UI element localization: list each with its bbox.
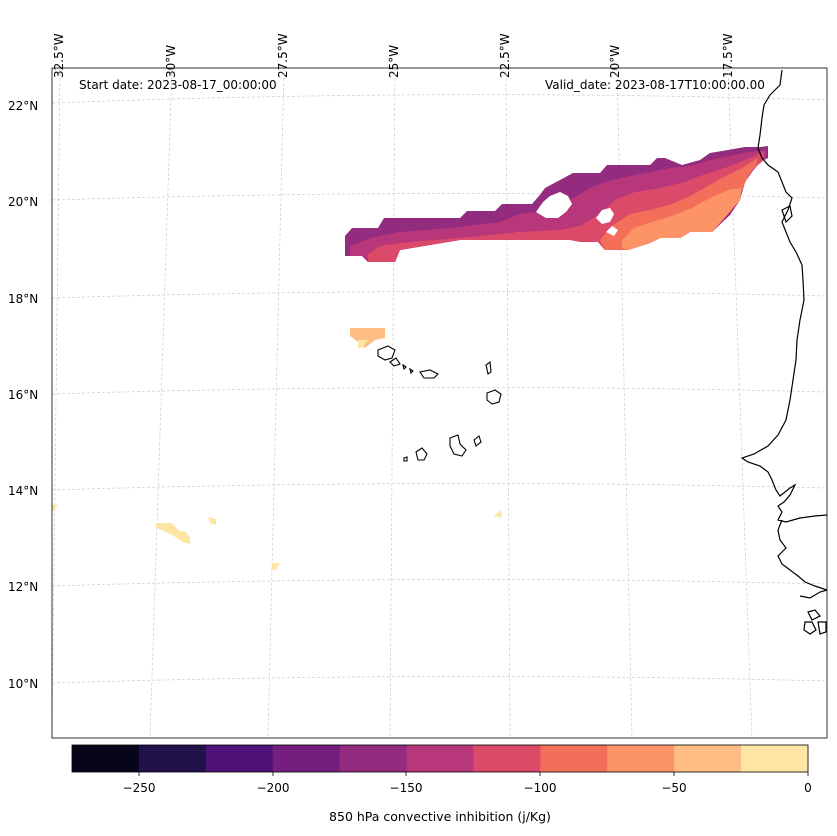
- colorbar-swatch-7: [540, 745, 608, 772]
- colorbar-tick-minus-100: −100: [523, 781, 557, 795]
- colorbar-tick-minus-250: −250: [122, 781, 156, 795]
- cape-verde-islands: [377, 345, 502, 462]
- colorbar-swatch-9: [674, 745, 742, 772]
- colorbar-tick-minus-150: −150: [389, 781, 423, 795]
- colorbar-title: 850 hPa convective inhibition (j/Kg): [329, 809, 551, 824]
- lat-label-14n: 14°N: [8, 484, 39, 498]
- colorbar-swatch-0: [72, 745, 140, 772]
- graticule: [52, 68, 827, 738]
- valid-date-label: Valid_date: 2023-08-17T10:00:00.00: [545, 78, 765, 92]
- map-canvas: [51, 67, 828, 739]
- cin-patches: [52, 328, 502, 570]
- lat-label-16n: 16°N: [8, 388, 39, 402]
- map-border: [51, 67, 828, 739]
- lat-label-18n: 18°N: [8, 292, 39, 306]
- colorbar-swatch-8: [607, 745, 675, 772]
- colorbar-swatch-5: [406, 745, 474, 772]
- cin-band: [345, 146, 768, 262]
- colorbar-swatch-1: [138, 745, 207, 772]
- start-date-label: Start date: 2023-08-17_00:00:00: [79, 78, 277, 92]
- lat-label-12n: 12°N: [8, 580, 39, 594]
- colorbar-swatch-4: [339, 745, 408, 772]
- colorbar-swatch-2: [205, 745, 274, 772]
- colorbar-swatch-3: [272, 745, 341, 772]
- colorbar-swatch-10: [741, 745, 809, 772]
- colorbar-tick-0: 0: [804, 781, 812, 795]
- colorbar-swatch-6: [473, 745, 541, 772]
- colorbar-tick-minus-50: −50: [661, 781, 687, 795]
- lat-label-10n: 10°N: [8, 677, 39, 691]
- coastline: [740, 69, 827, 635]
- colorbar-tick-minus-200: −200: [256, 781, 290, 795]
- lat-label-20n: 20°N: [8, 195, 39, 209]
- colorbar-outline: [71, 744, 809, 773]
- lat-label-22n: 22°N: [8, 99, 39, 113]
